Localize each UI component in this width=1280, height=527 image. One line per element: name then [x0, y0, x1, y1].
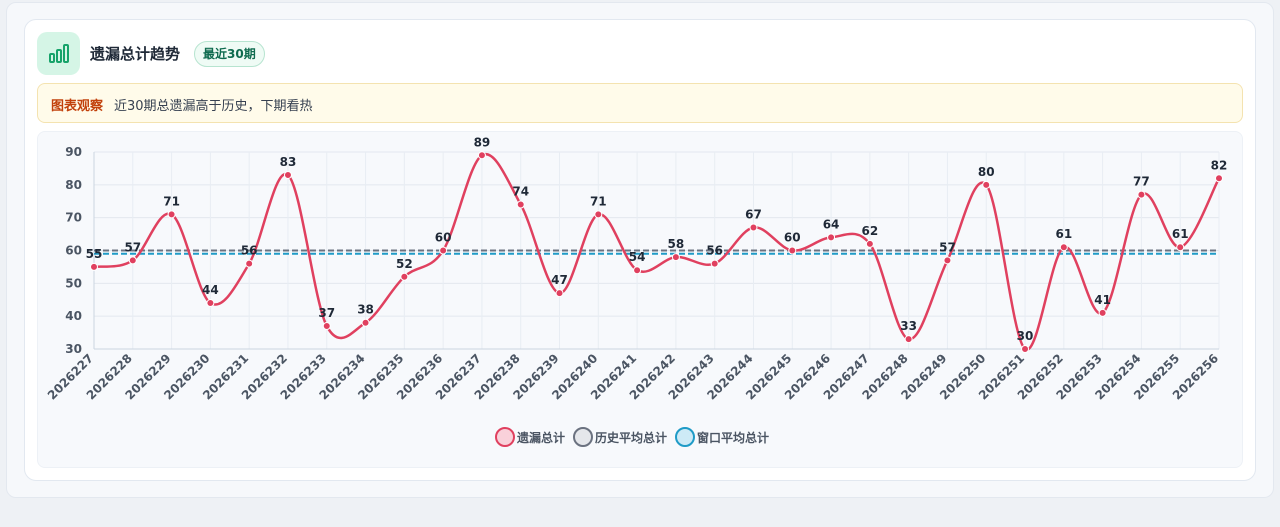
legend-swatch-window — [675, 427, 696, 447]
data-point — [671, 253, 680, 262]
data-point — [322, 322, 331, 331]
period-badge: 最近30期 — [194, 41, 265, 67]
chart-legend: 遗漏总计 历史平均总计 窗口平均总计 — [495, 427, 769, 447]
data-point — [283, 170, 292, 179]
y-tick-label: 60 — [65, 244, 82, 258]
data-point — [594, 210, 603, 219]
data-point — [1021, 345, 1030, 353]
data-label: 30 — [1017, 329, 1034, 343]
data-label: 64 — [823, 217, 840, 231]
data-point — [206, 299, 215, 308]
data-label: 55 — [86, 247, 103, 261]
data-label: 82 — [1211, 158, 1228, 172]
data-point — [749, 223, 758, 232]
data-label: 71 — [163, 194, 180, 208]
chart-area — [37, 131, 1243, 468]
data-point — [1215, 174, 1223, 183]
data-label: 56 — [241, 244, 258, 258]
data-label: 71 — [590, 194, 607, 208]
legend-item-main[interactable]: 遗漏总计 — [495, 427, 565, 447]
legend-label-hist: 历史平均总计 — [595, 430, 668, 445]
observation-banner: 图表观察 近30期总遗漏高于历史，下期看热 — [37, 83, 1243, 123]
data-label: 58 — [668, 237, 685, 251]
data-point — [1059, 243, 1068, 252]
y-tick-label: 70 — [65, 211, 82, 225]
data-point — [439, 246, 448, 255]
data-point — [90, 262, 98, 271]
data-label: 44 — [202, 283, 219, 297]
y-tick-label: 90 — [65, 145, 82, 159]
series-line-omission-total — [93, 152, 1221, 351]
data-label: 54 — [629, 250, 646, 264]
data-point — [788, 246, 797, 255]
data-point — [982, 180, 991, 189]
data-label: 33 — [900, 319, 917, 333]
observation-text: 近30期总遗漏高于历史，下期看热 — [114, 99, 313, 114]
data-point — [1137, 190, 1146, 199]
y-tick-label: 30 — [65, 342, 82, 356]
data-point — [827, 233, 836, 242]
legend-item-hist[interactable]: 历史平均总计 — [573, 427, 667, 447]
data-label: 89 — [474, 135, 491, 149]
data-point — [167, 210, 176, 219]
data-point — [128, 256, 137, 265]
data-point — [361, 318, 370, 327]
data-point — [710, 259, 719, 268]
y-tick-label: 80 — [65, 178, 82, 192]
data-point — [1176, 243, 1185, 252]
data-point — [865, 239, 874, 248]
data-label: 56 — [706, 244, 723, 258]
data-label: 38 — [357, 303, 374, 317]
data-label: 37 — [318, 306, 335, 320]
data-label: 57 — [939, 240, 956, 254]
data-point — [516, 200, 525, 209]
data-label: 62 — [862, 224, 879, 238]
observation-tag: 图表观察 — [51, 99, 104, 114]
data-label: 57 — [124, 240, 141, 254]
data-label: 41 — [1094, 293, 1111, 307]
data-point — [1098, 308, 1107, 317]
data-point — [245, 259, 254, 268]
data-label: 61 — [1172, 227, 1189, 241]
data-label: 77 — [1133, 175, 1150, 189]
data-point — [943, 256, 952, 265]
legend-swatch-hist — [573, 427, 594, 447]
legend-label-main: 遗漏总计 — [517, 430, 566, 445]
data-point — [477, 151, 486, 160]
y-tick-label: 50 — [65, 276, 82, 290]
data-label: 47 — [551, 273, 568, 287]
data-point — [400, 272, 409, 281]
chart-title: 遗漏总计趋势 — [90, 45, 181, 63]
data-label: 74 — [512, 185, 529, 199]
bar-chart-icon — [37, 32, 80, 75]
data-label: 83 — [280, 155, 297, 169]
data-label: 60 — [784, 231, 801, 245]
data-label: 60 — [435, 231, 452, 245]
data-label: 80 — [978, 165, 995, 179]
legend-item-window[interactable]: 窗口平均总计 — [675, 427, 769, 447]
y-tick-label: 40 — [65, 309, 82, 323]
data-label: 52 — [396, 257, 413, 271]
legend-swatch-main — [495, 427, 515, 447]
data-point — [555, 289, 564, 298]
data-point — [904, 335, 913, 344]
data-point — [633, 266, 642, 275]
data-label: 61 — [1055, 227, 1072, 241]
legend-label-window: 窗口平均总计 — [697, 430, 770, 445]
data-label: 67 — [745, 208, 762, 222]
